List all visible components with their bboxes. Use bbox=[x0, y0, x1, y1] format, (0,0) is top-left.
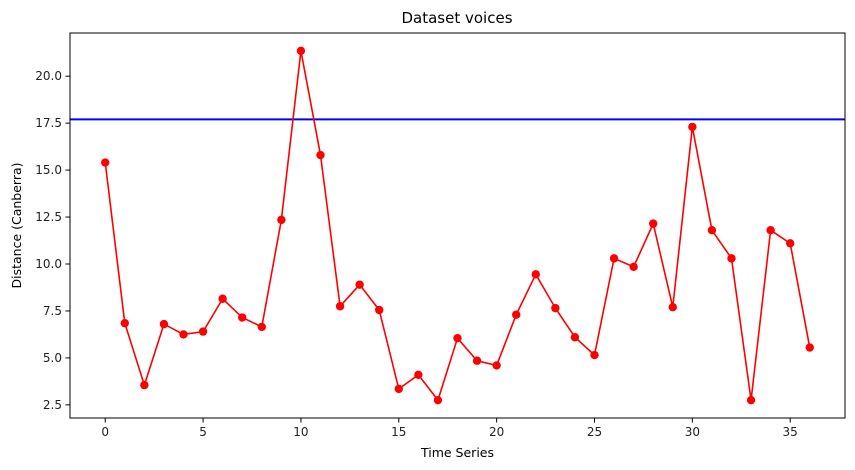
data-point bbox=[453, 333, 462, 343]
data-point bbox=[472, 356, 482, 365]
data-point bbox=[140, 380, 149, 390]
data-point bbox=[531, 270, 540, 279]
data-point bbox=[375, 305, 384, 315]
data-point bbox=[688, 122, 697, 132]
plot-area bbox=[70, 46, 845, 405]
data-point bbox=[198, 327, 208, 336]
data-point bbox=[805, 343, 814, 352]
x-tick-label: 15 bbox=[391, 425, 406, 439]
y-tick-label: 15.0 bbox=[35, 163, 62, 177]
y-tick-label: 2.5 bbox=[43, 398, 62, 412]
plot-frame bbox=[69, 32, 846, 419]
y-axis: 2.5 5.0 7.5 10.0 12.5 15.0 17.5 20.0 bbox=[35, 69, 70, 412]
data-point bbox=[668, 302, 677, 312]
data-point bbox=[786, 239, 795, 248]
y-tick-label: 7.5 bbox=[43, 304, 62, 318]
x-tick-label: 0 bbox=[101, 425, 109, 439]
x-axis: 0 5 10 15 20 25 30 35 bbox=[101, 418, 798, 439]
x-tick-label: 25 bbox=[587, 425, 602, 439]
data-point bbox=[414, 370, 423, 380]
y-tick-label: 20.0 bbox=[35, 69, 62, 83]
data-point bbox=[629, 262, 638, 272]
data-point bbox=[727, 254, 736, 263]
data-point bbox=[257, 322, 266, 332]
data-point bbox=[101, 158, 110, 167]
x-tick-label: 35 bbox=[783, 425, 798, 439]
y-axis-title: Distance (Canberra) bbox=[9, 162, 24, 288]
data-point bbox=[512, 310, 521, 319]
data-point bbox=[316, 150, 325, 160]
data-point bbox=[492, 361, 501, 370]
data-point bbox=[707, 225, 717, 235]
data-point bbox=[238, 313, 247, 322]
data-point bbox=[746, 395, 756, 405]
y-tick-label: 17.5 bbox=[35, 116, 62, 130]
y-tick-label: 12.5 bbox=[35, 210, 62, 224]
x-axis-title: Time Series bbox=[420, 445, 494, 460]
data-point bbox=[590, 350, 599, 360]
data-point bbox=[355, 280, 364, 289]
data-point bbox=[433, 395, 443, 405]
x-tick-label: 20 bbox=[489, 425, 504, 439]
x-tick-label: 10 bbox=[293, 425, 308, 439]
data-point bbox=[179, 330, 188, 339]
data-point bbox=[766, 225, 775, 235]
y-tick-label: 10.0 bbox=[35, 257, 62, 271]
data-point bbox=[394, 384, 403, 394]
x-tick-label: 5 bbox=[199, 425, 207, 439]
data-point bbox=[120, 318, 129, 328]
data-point bbox=[335, 302, 345, 311]
chart-title: Dataset voices bbox=[401, 9, 512, 27]
data-point bbox=[570, 333, 580, 342]
data-point bbox=[277, 215, 286, 225]
data-point bbox=[551, 303, 560, 313]
data-point bbox=[296, 46, 306, 56]
data-point bbox=[218, 294, 227, 303]
data-point bbox=[159, 319, 169, 329]
data-point bbox=[649, 219, 658, 228]
data-point bbox=[609, 254, 619, 263]
x-tick-label: 30 bbox=[685, 425, 700, 439]
y-tick-label: 5.0 bbox=[43, 351, 62, 365]
